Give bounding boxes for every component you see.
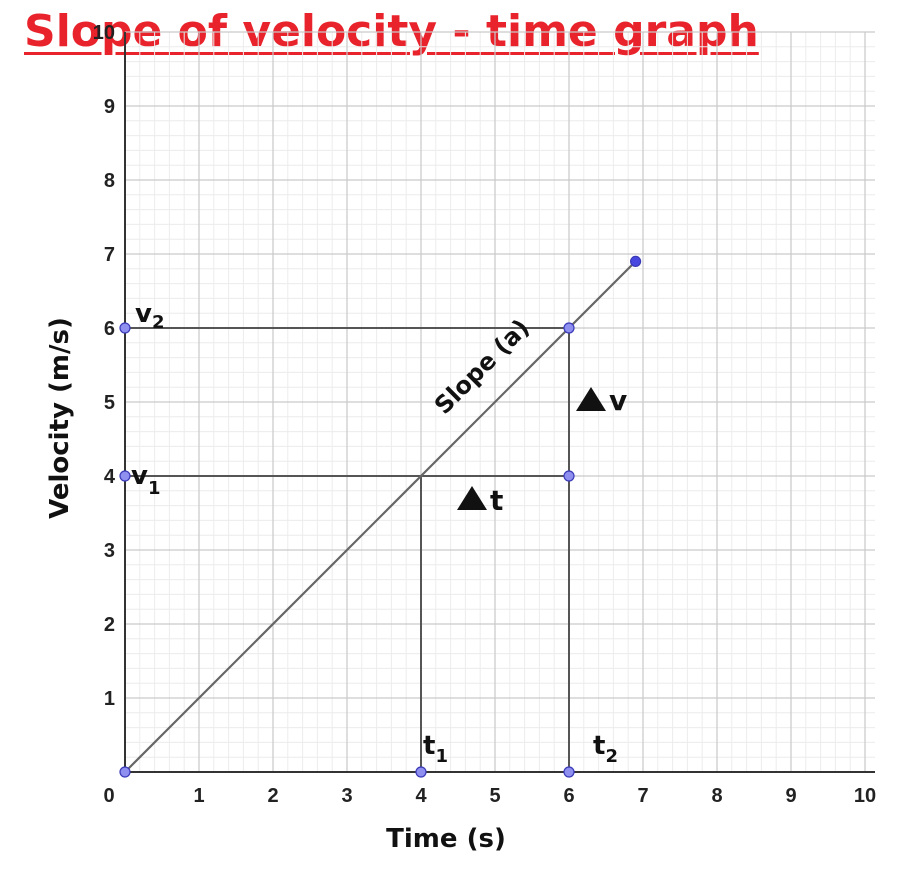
y-tick-label: 3 [104,540,115,562]
y-tick-label: 1 [104,688,115,710]
y-tick-label: 7 [104,244,115,266]
guide-lines [125,327,570,772]
data-point [415,766,427,778]
y-tick-label: 9 [104,96,115,118]
y-tick-label: 6 [104,318,115,340]
delta-v-label: v [609,384,627,417]
delta-t-label: t [490,484,503,517]
x-tick-label: 0 [103,785,114,807]
annotation-v1: v1 [131,461,160,499]
x-tick-label: 2 [267,785,278,807]
x-tick-label: 8 [711,785,722,807]
delta-v-triangle-icon [576,387,606,411]
data-point [119,470,131,482]
axes [124,32,875,773]
annotation-t1-base: t [423,731,435,761]
series [124,260,637,773]
y-tick-label: 4 [104,466,116,488]
annotation-t2: t2 [593,731,618,767]
x-tick-label: 9 [785,785,796,807]
slope-label: Slope (a) [429,314,535,420]
y-tick-label: 5 [104,392,115,414]
annotation-v2: v2 [135,299,164,333]
y-tick-label: 10 [93,22,115,44]
y-axis-label: Velocity (m/s) [45,317,75,519]
series-line [124,260,637,773]
annotation-t1: t1 [423,731,448,767]
tick-labels: 0 1 2 3 4 5 6 7 8 9 10 1 2 3 4 5 6 7 8 9 10 [93,22,876,807]
y-tick-label: 8 [104,170,115,192]
data-point [563,766,575,778]
annotation-v2-base: v [135,299,152,329]
data-point [563,470,575,482]
x-tick-label: 7 [637,785,648,807]
annotation-t2-sub: 2 [605,746,618,767]
x-tick-label: 1 [193,785,204,807]
x-tick-label: 6 [563,785,574,807]
x-tick-label: 10 [854,785,876,807]
annotation-v1-sub: 1 [148,478,161,499]
annotation-t2-base: t [593,731,605,761]
x-tick-label: 4 [415,785,427,807]
annotation-t1-sub: 1 [435,746,448,767]
annotation-v2-sub: 2 [152,312,165,333]
delta-t-triangle-icon [457,486,487,510]
annotation-v1-base: v [131,461,148,491]
x-tick-label: 3 [341,785,352,807]
y-tick-label: 2 [104,614,115,636]
data-point [119,766,131,778]
x-tick-label: 5 [489,785,500,807]
x-axis-label: Time (s) [386,824,506,854]
markers [119,255,642,778]
data-point [563,322,575,334]
data-point [119,322,131,334]
data-point [629,255,642,267]
